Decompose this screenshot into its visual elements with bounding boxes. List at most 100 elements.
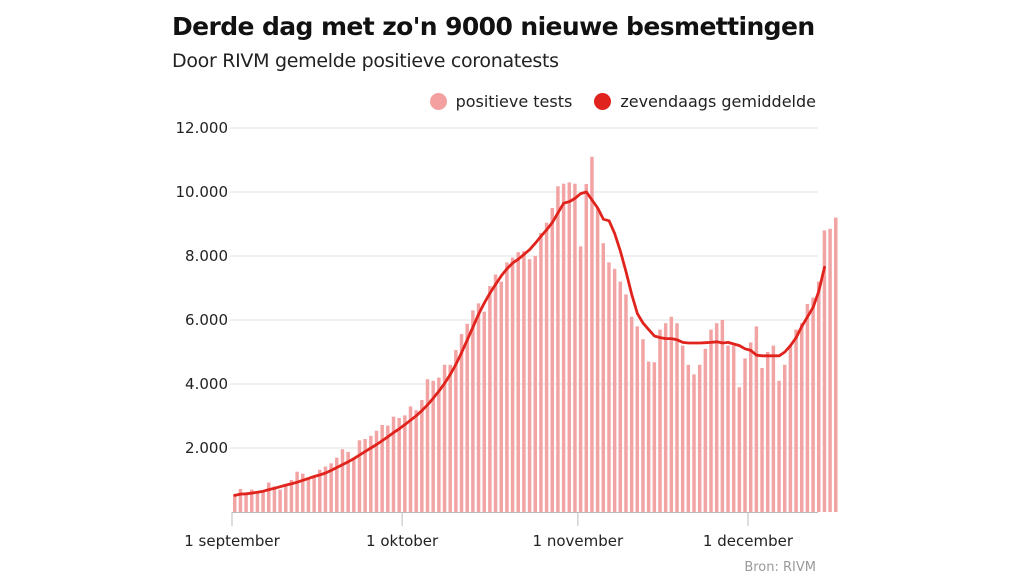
bar (629, 316, 634, 512)
bar (817, 281, 821, 512)
bar (680, 345, 685, 512)
bar (567, 182, 571, 512)
bar (454, 350, 458, 512)
bar (561, 183, 566, 512)
bar (499, 281, 503, 512)
bar (618, 281, 623, 512)
bar (505, 262, 509, 512)
bar (743, 358, 747, 512)
bar (352, 457, 356, 512)
bar (340, 449, 345, 512)
legend-dot-icon (594, 93, 612, 110)
legend-label: positieve tests (455, 92, 573, 111)
y-tick-label: 8.000 (185, 247, 228, 265)
axes: 2.000 4.000 6.000 8.000 10.000 12.000 1 septem… (176, 119, 818, 550)
bar (731, 345, 736, 512)
bar (624, 294, 628, 512)
bar (550, 208, 554, 512)
bar (527, 259, 532, 512)
bar (748, 342, 753, 512)
x-tick-label: 1 september (184, 532, 280, 550)
bar (765, 352, 770, 512)
bars (233, 156, 838, 513)
bar (414, 410, 418, 512)
bar (465, 323, 469, 512)
bar (805, 304, 810, 512)
bar (386, 425, 390, 512)
bar (278, 489, 282, 512)
bar (437, 377, 441, 512)
bar (261, 491, 265, 512)
bar (669, 316, 674, 512)
bar (408, 406, 413, 512)
bar (476, 303, 481, 512)
legend-item-positive-tests: positieve tests (429, 92, 573, 111)
bar (425, 379, 430, 512)
bar (760, 368, 764, 512)
bar (822, 230, 827, 512)
bar (318, 469, 322, 512)
bar (658, 329, 662, 512)
bar (272, 486, 277, 512)
bar (834, 217, 838, 512)
bar (709, 329, 713, 512)
bar (284, 484, 288, 512)
bar (737, 387, 742, 512)
bar (635, 326, 640, 512)
bar (250, 489, 254, 512)
bar (590, 156, 594, 513)
bar (267, 482, 271, 512)
bar (686, 364, 691, 512)
bar (442, 364, 447, 512)
bar (493, 274, 498, 512)
y-tick-label: 4.000 (185, 375, 228, 393)
legend-item-seven-day-average: zevendaags gemiddelde (594, 92, 816, 111)
y-tick-label: 10.000 (176, 183, 229, 201)
x-tick-label: 1 december (703, 532, 794, 550)
bar (726, 345, 730, 512)
x-tick-label: 1 november (533, 532, 624, 550)
bar (301, 473, 305, 512)
bar (573, 183, 577, 512)
bar (663, 323, 668, 512)
bar (544, 222, 549, 512)
y-tick-label: 6.000 (185, 311, 228, 329)
bar (357, 440, 362, 512)
bar (782, 364, 787, 512)
bar (306, 479, 311, 512)
bar (811, 297, 815, 512)
bar (578, 246, 583, 512)
bar (641, 339, 645, 512)
source-note: Bron: RIVM (744, 560, 816, 575)
bar (612, 268, 617, 512)
bar (471, 310, 475, 512)
bar (646, 361, 651, 512)
bar (459, 334, 464, 512)
bar (312, 477, 316, 512)
bar (397, 417, 401, 512)
bar (363, 439, 367, 512)
bar (448, 364, 452, 512)
bar (289, 480, 294, 512)
bar (539, 232, 543, 512)
bar (510, 257, 515, 512)
bar (584, 184, 589, 512)
bar (595, 208, 600, 512)
bar (482, 311, 486, 512)
bar (692, 374, 696, 512)
bar (380, 424, 384, 512)
bar (601, 243, 606, 512)
bar (335, 457, 339, 512)
bar (238, 488, 243, 512)
bar (556, 186, 560, 513)
bar (788, 345, 793, 512)
bar (828, 228, 832, 513)
bar (369, 435, 373, 512)
bar (714, 323, 719, 512)
legend-dot-icon (429, 93, 447, 110)
bar (607, 262, 611, 512)
bar (533, 256, 537, 512)
bar (323, 466, 328, 512)
bar (703, 348, 708, 512)
